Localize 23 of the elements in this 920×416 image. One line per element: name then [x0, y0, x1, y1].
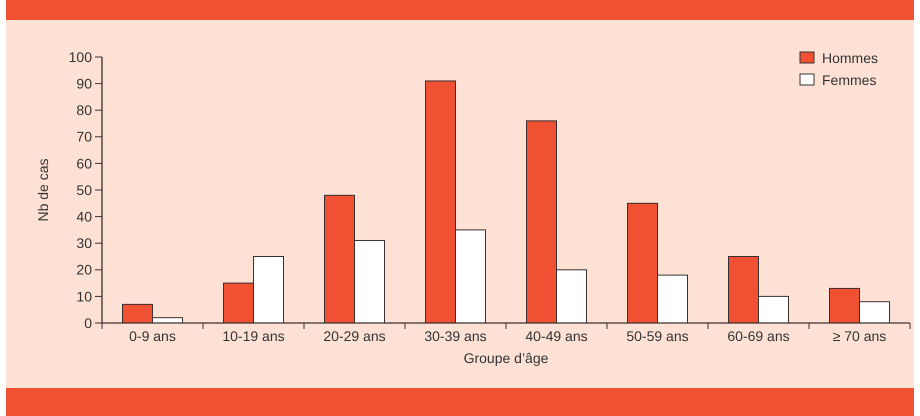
x-tick-label: 0-9 ans	[129, 328, 176, 344]
y-tick-label: 0	[84, 314, 92, 331]
y-tick-label: 80	[76, 102, 92, 118]
y-tick-label: 60	[76, 155, 92, 172]
y-tick-label: 50	[76, 182, 92, 198]
y-tick-label: 70	[76, 128, 92, 145]
legend-label: Femmes	[822, 72, 876, 88]
y-tick-label: 90	[76, 76, 92, 92]
y-tick-label: 100	[68, 48, 92, 65]
x-tick-label: 30-39 ans	[424, 328, 487, 344]
x-tick-label: 60-69 ans	[727, 328, 790, 344]
x-tick-label: ≥ 70 ans	[832, 328, 886, 344]
y-tick-label: 10	[76, 288, 92, 304]
y-tick-label: 30	[76, 235, 92, 252]
x-tick-label: 20-29 ans	[323, 328, 386, 344]
y-tick-label: 20	[76, 262, 92, 278]
legend-label: Hommes	[822, 50, 878, 66]
x-tick-label: 50-59 ans	[626, 328, 689, 344]
x-tick-label: 40-49 ans	[525, 328, 588, 344]
y-tick-label: 40	[76, 208, 92, 224]
x-axis-title: Groupe d’âge	[464, 350, 549, 366]
y-axis-title: Nb de cas	[35, 158, 51, 222]
x-tick-label: 10-19 ans	[222, 328, 285, 344]
